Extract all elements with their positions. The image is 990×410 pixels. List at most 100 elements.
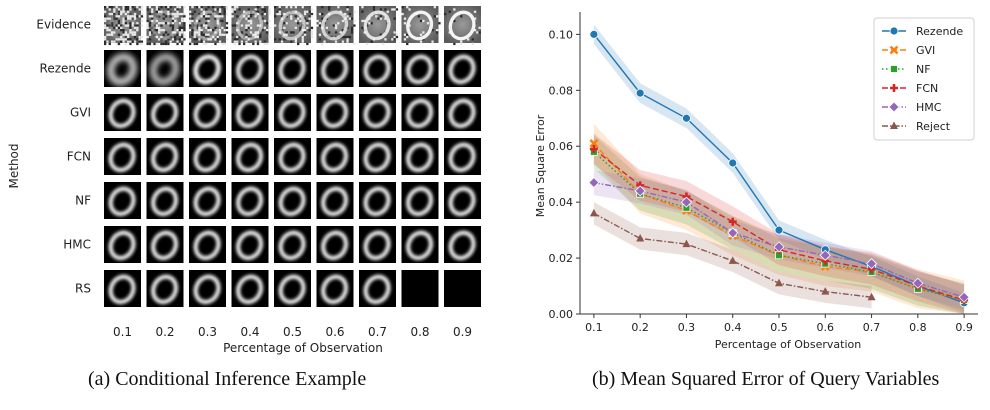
cell-fcn-0-6 [316,138,354,175]
cell-rezende-0-6 [316,50,354,87]
x-tick-label: 0.7 [863,321,881,334]
cell-hmc-0-7 [359,226,396,263]
x-tick-label: 0.8 [909,321,927,334]
cell-fcn-0-2 [146,138,184,175]
cell-hmc-0-6 [316,226,354,263]
point-reject [821,287,830,295]
row-label-hmc: HMC [63,238,91,252]
mse-line-chart: 0.00 0.02 0.04 0.06 0.08 0.10 0.1 0.2 0.3 0.4 0.5 0… [534,12,978,351]
point-fcn [589,145,598,154]
cell-evidence-0-6 [316,6,356,46]
x-tick-label: 0.9 [955,321,973,334]
legend-marker-rezende [889,26,899,36]
cell-gvi-0-4 [231,94,269,131]
x-tick-label: 0.3 [678,321,696,334]
cell-nf-0-1 [104,182,141,219]
col-label-0-6: 0.6 [325,325,344,339]
legend-marker-hmc [888,101,900,113]
legend-marker-reject [890,121,898,129]
point-reject [636,234,645,242]
legend-label-fcn: FCN [916,82,938,95]
y-tick-label: 0.08 [549,84,574,97]
cell-gvi-0-1 [104,94,141,131]
cell-gvi-0-2 [146,94,184,131]
row-label-nf: NF [75,194,91,208]
point-reject [775,278,783,287]
legend-label-rezende: Rezende [916,25,963,38]
row-label-rs: RS [75,282,91,296]
col-label-0-7: 0.7 [368,325,387,339]
point-gvi [589,139,599,148]
row-label-rezende: Rezende [40,62,91,76]
y-tick-label: 0.02 [549,252,574,265]
cell-rezende-0-8 [401,50,439,87]
cell-rs-0-5 [274,270,311,307]
cell-nf-0-6 [316,182,354,219]
point-rezende [635,88,645,98]
caption-a: (a) Conditional Inference Example [88,368,367,390]
cell-fcn-0-9 [444,138,481,175]
cell-hmc-0-8 [401,226,439,263]
row-label-evidence: Evidence [36,18,91,32]
legend-label-hmc: HMC [916,101,942,114]
cell-hmc-0-4 [231,226,269,263]
col-label-0-5: 0.5 [283,325,302,339]
point-reject [682,239,691,248]
x-tick-label: 0.5 [770,321,788,334]
cell-rs-0-6 [316,270,354,307]
point-hmc [773,241,785,253]
cell-evidence-0-5 [274,6,314,46]
legend-label-nf: NF [916,63,931,76]
conditional-inference-figure: Evidence Rezende GVI FCN NF HMC RS 0.1 0.2 0.3 0.… [7,6,481,355]
point-rezende [728,158,738,168]
cell-nf-0-4 [231,182,269,219]
cell-evidence-0-7 [359,6,399,46]
cell-evidence-0-2 [146,6,186,46]
chart-legend: Rezende GVI NF FCN HMC Reject [873,17,975,141]
point-hmc [958,291,970,303]
cell-nf-0-3 [189,182,226,219]
grid-x-axis-label: Percentage of Observation [223,341,383,355]
col-label-0-2: 0.2 [155,325,174,339]
cell-rs-0-1 [104,270,141,307]
point-rezende [589,29,599,39]
point-hmc [912,277,924,289]
y-tick-label: 0.00 [549,308,574,321]
cell-gvi-0-9 [444,94,481,131]
point-reject [589,208,598,217]
point-hmc [727,227,739,239]
cell-rs-0-7 [359,270,396,307]
x-tick-label: 0.4 [724,321,742,334]
cell-rezende-0-2 [146,50,184,87]
legend-marker-nf [890,65,898,73]
col-label-0-9: 0.9 [453,325,472,339]
point-rezende [774,225,784,235]
cell-hmc-0-5 [274,226,311,263]
point-hmc [865,258,878,270]
cell-rezende-0-7 [359,50,396,87]
point-hmc [819,249,831,261]
point-hmc [588,177,600,189]
cell-evidence-0-8 [401,6,441,46]
cell-evidence-0-3 [189,6,229,46]
cell-gvi-0-5 [274,94,311,131]
cell-evidence-0-4 [231,6,271,46]
cell-rezende-0-1 [104,50,141,87]
legend-marker-gvi [889,45,899,55]
cell-nf-0-9 [444,182,481,219]
x-tick-label: 0.1 [585,321,603,334]
cell-rs-0-4 [231,270,269,307]
chart-y-axis-label: Mean Square Error [534,114,547,217]
caption-b: (b) Mean Squared Error of Query Variable… [592,368,940,390]
cell-fcn-0-7 [359,138,396,175]
y-tick-label: 0.04 [549,196,574,209]
point-hmc [680,196,693,208]
cell-gvi-0-8 [401,94,439,131]
point-reject [728,256,737,264]
y-tick-label: 0.06 [549,140,574,153]
grid-y-axis-label: Method [7,143,21,188]
row-label-fcn: FCN [67,150,91,164]
cell-rs-0-8 [401,270,439,307]
cell-nf-0-8 [401,182,439,219]
cell-evidence-0-9 [444,6,481,46]
